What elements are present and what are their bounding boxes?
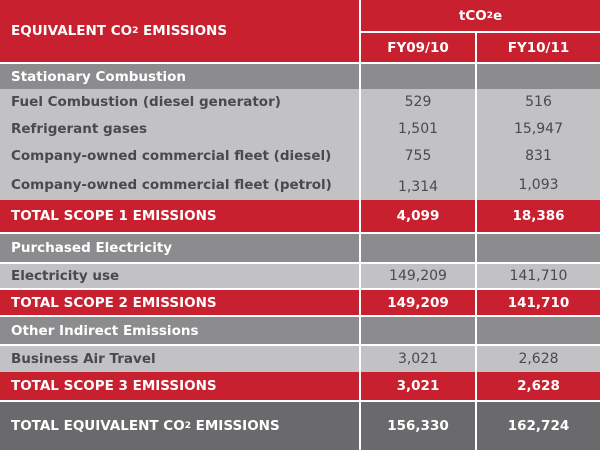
row-value-fy0910: 4,099: [396, 208, 440, 224]
row-value-fy1011: 18,386: [512, 208, 565, 224]
row-label: Refrigerant gases: [11, 120, 148, 137]
column-divider: [475, 372, 477, 400]
column-header-fy1011: FY10/11: [477, 33, 600, 62]
header-divider: [359, 0, 361, 62]
row-label: Business Air Travel: [11, 351, 156, 367]
row-value-fy0910: 149,209: [389, 268, 447, 284]
row-divider: [0, 344, 600, 346]
row-divider: [0, 232, 600, 234]
title-suffix: EMISSIONS: [138, 23, 228, 39]
column-divider: [359, 264, 361, 288]
row-value-fy1011: 141,710: [509, 268, 568, 284]
title-prefix: EQUIVALENT CO: [11, 23, 133, 39]
table-row: Company-owned commercial fleet (diesel) …: [0, 142, 600, 169]
row-value-fy1011: 162,724: [507, 418, 570, 434]
row-value-fy1011: 141,710: [507, 294, 570, 311]
row-value-fy1011: 2,628: [517, 378, 560, 394]
column-divider: [359, 89, 361, 115]
column-divider: [359, 200, 361, 232]
table-row: Company-owned commercial fleet (petrol) …: [0, 169, 600, 200]
row-label: Electricity use: [11, 268, 120, 284]
row-value-fy0910: 3,021: [396, 378, 440, 394]
column-divider: [359, 64, 361, 89]
unit-prefix: tCO: [458, 7, 487, 24]
column-divider: [475, 200, 477, 232]
unit-suffix: e: [492, 7, 503, 24]
column-header-fy0910: FY09/10: [361, 33, 475, 62]
row-value-fy1011: 1,093: [518, 176, 559, 193]
row-divider: [0, 62, 600, 64]
column-divider: [475, 64, 477, 89]
title-subscript: 2: [132, 26, 139, 36]
section-row-purchased: Purchased Electricity: [0, 234, 600, 262]
row-label: Company-owned commercial fleet (diesel): [11, 147, 332, 164]
unit-header: tCO 2 e: [361, 0, 600, 31]
column-divider: [359, 317, 361, 344]
total-row-scope1: TOTAL SCOPE 1 EMISSIONS 4,099 18,386: [0, 200, 600, 232]
label-suffix: EMISSIONS: [190, 418, 280, 434]
column-divider: [359, 290, 361, 315]
table-row: Refrigerant gases 1,501 15,947: [0, 115, 600, 142]
row-divider: [0, 315, 600, 317]
table-row: Business Air Travel 3,021 2,628: [0, 346, 600, 372]
row-value-fy0910: 1,501: [397, 120, 439, 137]
row-value-fy1011: 516: [525, 94, 552, 110]
row-divider: [0, 288, 600, 290]
column-divider: [475, 169, 477, 200]
grand-total-label: TOTAL EQUIVALENT CO 2 EMISSIONS: [0, 402, 360, 450]
column-divider: [475, 89, 477, 115]
section-row-indirect: Other Indirect Emissions: [0, 317, 600, 344]
column-divider: [359, 115, 361, 142]
row-label: TOTAL SCOPE 3 EMISSIONS: [11, 378, 217, 394]
row-label: Fuel Combustion (diesel generator): [11, 94, 281, 110]
row-divider: [0, 262, 600, 264]
column-divider: [475, 264, 477, 288]
table-row: Electricity use 149,209 141,710: [0, 264, 600, 288]
column-divider: [475, 402, 477, 450]
row-value-fy0910: 149,209: [387, 294, 449, 311]
column-divider: [475, 290, 477, 315]
row-value-fy0910: 156,330: [387, 418, 449, 434]
row-label: TOTAL SCOPE 1 EMISSIONS: [11, 208, 217, 224]
column-divider: [475, 234, 477, 262]
unit-subscript: 2: [486, 10, 493, 21]
column-divider: [475, 317, 477, 344]
row-divider: [0, 400, 600, 402]
row-value-fy1011: 15,947: [514, 120, 563, 137]
column-divider: [475, 346, 477, 372]
column-divider: [475, 115, 477, 142]
row-value-fy0910: 529: [404, 94, 432, 110]
label-prefix: TOTAL EQUIVALENT CO: [11, 418, 185, 434]
column-divider: [359, 372, 361, 400]
row-value-fy0910: 3,021: [397, 351, 439, 367]
row-value-fy0910: 755: [404, 147, 432, 164]
column-divider: [359, 234, 361, 262]
table-row: Fuel Combustion (diesel generator) 529 5…: [0, 89, 600, 115]
total-row-scope2: TOTAL SCOPE 2 EMISSIONS 149,209 141,710: [0, 290, 600, 315]
column-divider: [475, 142, 477, 169]
column-divider: [359, 402, 361, 450]
header-divider: [475, 33, 477, 62]
row-value-fy0910: 1,314: [397, 179, 439, 195]
column-divider: [359, 142, 361, 169]
column-divider: [359, 169, 361, 200]
row-label: Company-owned commercial fleet (petrol): [11, 176, 332, 193]
table-title: EQUIVALENT CO 2 EMISSIONS: [0, 0, 359, 62]
section-label: Purchased Electricity: [11, 240, 173, 256]
label-subscript: 2: [184, 421, 191, 431]
section-row-stationary: Stationary Combustion: [0, 64, 600, 89]
section-label: Other Indirect Emissions: [11, 322, 199, 339]
total-row-scope3: TOTAL SCOPE 3 EMISSIONS 3,021 2,628: [0, 372, 600, 400]
row-value-fy1011: 831: [525, 147, 552, 164]
row-value-fy1011: 2,628: [518, 351, 559, 367]
row-label: TOTAL SCOPE 2 EMISSIONS: [11, 294, 217, 311]
header-rule: [361, 31, 600, 33]
grand-total-row: TOTAL EQUIVALENT CO 2 EMISSIONS 156,330 1…: [0, 402, 600, 450]
column-divider: [359, 346, 361, 372]
section-label: Stationary Combustion: [11, 68, 187, 85]
